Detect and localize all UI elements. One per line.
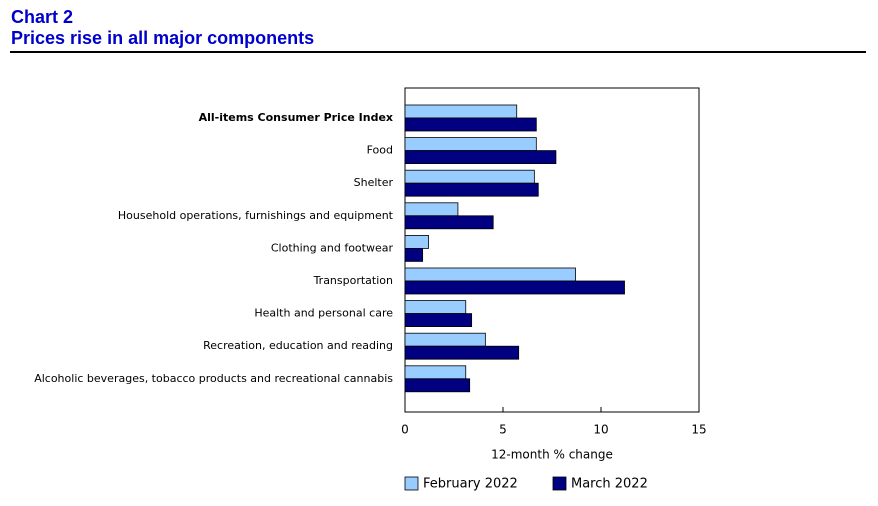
bar [404, 117, 537, 132]
x-axis-label: 12-month % change [491, 448, 613, 462]
bar [404, 365, 467, 380]
category-label: Food [367, 144, 393, 157]
bar [404, 300, 467, 315]
category-label: Alcoholic beverages, tobacco products an… [34, 372, 393, 385]
bar [404, 345, 520, 360]
category-label: Recreation, education and reading [203, 339, 393, 352]
bar [404, 313, 473, 328]
x-tick-label: 15 [691, 423, 706, 437]
plot-frame [404, 87, 700, 413]
bar [404, 104, 518, 119]
category-label: Clothing and footwear [271, 241, 394, 254]
bar [404, 150, 557, 165]
bar [404, 267, 576, 282]
bar [404, 280, 625, 295]
category-label: Household operations, furnishings and eq… [118, 209, 394, 222]
bar [404, 202, 459, 217]
x-tick-label: 0 [401, 423, 409, 437]
chart-title: Prices rise in all major components [11, 28, 314, 48]
category-label: Transportation [313, 274, 393, 287]
legend-swatch [552, 476, 567, 491]
bar [404, 332, 486, 347]
category-label: Shelter [354, 176, 394, 189]
legend-swatch [404, 476, 419, 491]
chart-label: Chart 2 [11, 7, 73, 27]
bar [404, 378, 471, 393]
bar [404, 169, 535, 184]
bar [404, 137, 537, 152]
category-label: Health and personal care [254, 307, 393, 320]
legend-label: February 2022 [423, 477, 518, 492]
category-label: All-items Consumer Price Index [199, 111, 393, 124]
x-tick-label: 10 [593, 423, 608, 437]
bar [404, 247, 424, 262]
bar [404, 182, 539, 197]
legend-label: March 2022 [571, 477, 648, 492]
bar [404, 215, 494, 230]
bar [404, 234, 429, 249]
x-tick-label: 5 [499, 423, 507, 437]
